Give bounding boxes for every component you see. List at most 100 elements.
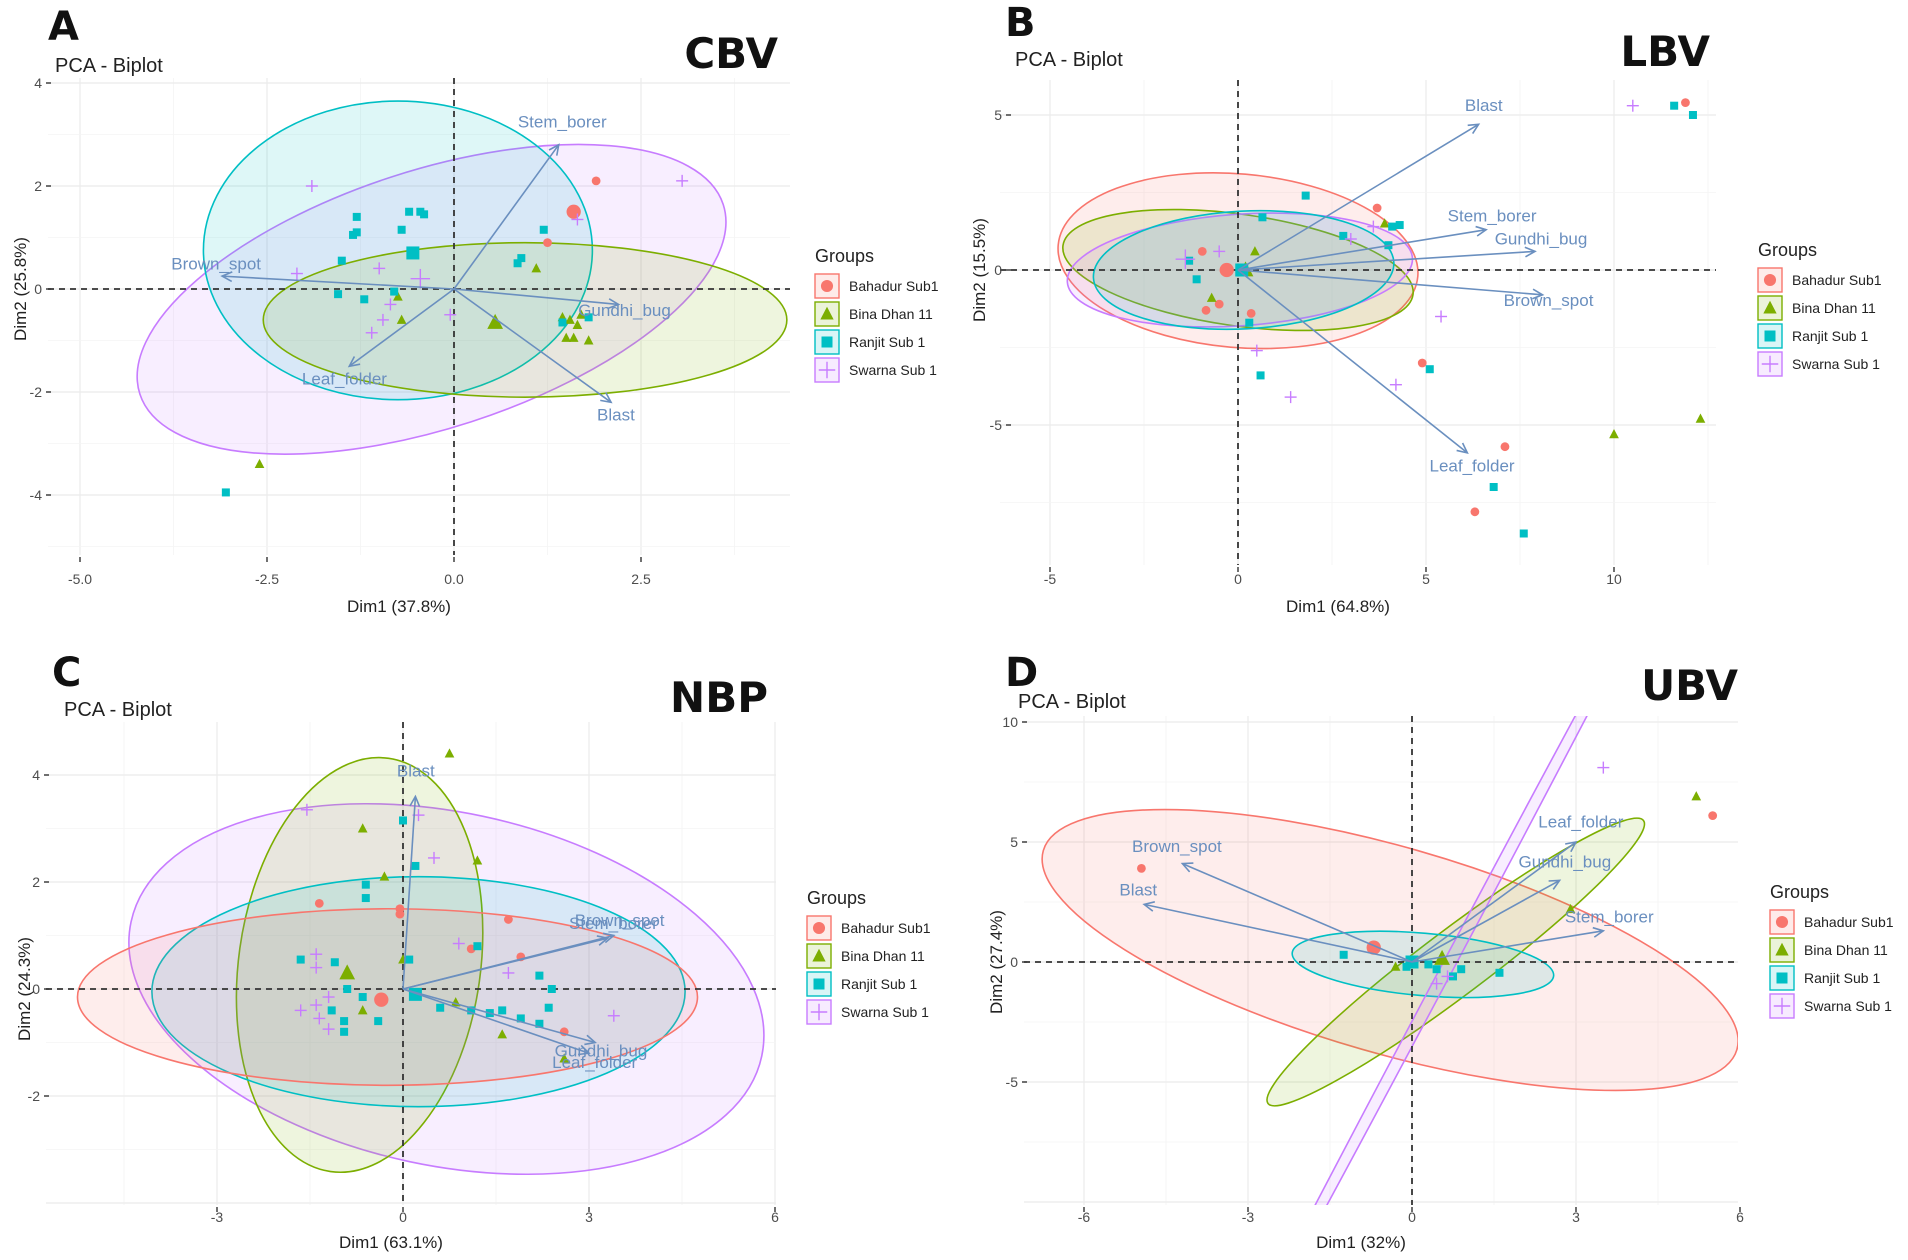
- x-tick-label: 5: [1422, 571, 1430, 587]
- data-point: [296, 955, 305, 964]
- data-point: [568, 332, 579, 342]
- data-point: [339, 964, 356, 980]
- legend-item: Bina Dhan 11: [806, 943, 925, 969]
- legend-title: Groups: [1758, 240, 1817, 260]
- legend-item: Bahadur Sub1: [806, 915, 931, 941]
- legend-title: Groups: [1770, 882, 1829, 902]
- variable-arrows: Blast Stem_borer Gundhi_bug Brown_spot Leaf_…: [1237, 96, 1594, 476]
- confidence-ellipse: [1041, 808, 1738, 1092]
- x-tick-label: -3: [1242, 1209, 1255, 1225]
- data-point: [1246, 309, 1256, 318]
- data-point: [310, 999, 323, 1012]
- data-point: [294, 1004, 307, 1017]
- arrow-head: [1475, 225, 1488, 237]
- data-point: [1430, 977, 1443, 990]
- variable-arrow: [1237, 269, 1543, 296]
- y-tick-label: -5: [990, 417, 1003, 433]
- legend-item: Swarna Sub 1: [1757, 351, 1880, 377]
- variable-arrow: [1237, 269, 1468, 454]
- confidence-ellipse: [262, 241, 788, 398]
- data-point: [544, 1003, 553, 1012]
- data-point: [676, 174, 689, 187]
- data-point: [517, 254, 526, 263]
- x-tick-label: -3: [211, 1209, 224, 1225]
- variable-arrow: [402, 796, 417, 990]
- data-point: [591, 176, 601, 186]
- ellipses: [76, 756, 765, 1176]
- panel-d: D UBV PCA - Biplot Brown_spot Blast Leaf_fold…: [987, 650, 1894, 1252]
- variable-arrow: [1411, 841, 1577, 963]
- variable-arrow: [402, 937, 608, 990]
- data-point: [1688, 111, 1697, 119]
- data-point: [313, 1012, 326, 1025]
- variable-arrow: [453, 288, 619, 306]
- data-point: [558, 318, 567, 327]
- y-tick-label: 0: [1010, 954, 1018, 970]
- variable-label: Blast: [397, 761, 435, 780]
- data-point: [565, 314, 575, 324]
- variable-arrow: [1237, 228, 1487, 271]
- variable-label: Brown_spot: [575, 911, 665, 930]
- data-point: [310, 961, 323, 974]
- variable-arrow: [453, 288, 612, 403]
- data-point: [379, 871, 390, 881]
- variable-label: Leaf_folder: [1538, 813, 1623, 832]
- data-point: [1258, 213, 1267, 222]
- data-point: [559, 1053, 570, 1063]
- data-point: [358, 993, 367, 1002]
- data-point: [396, 314, 407, 324]
- panel-b: B LBV PCA - Biplot Blast Stem_borer Gundhi_bu…: [970, 0, 1882, 616]
- legend-label: Bina Dhan 11: [841, 948, 925, 964]
- data-point: [314, 899, 324, 908]
- confidence-ellipse: [1291, 930, 1555, 999]
- variable-label: Leaf_folder: [302, 370, 387, 389]
- y-tick-label: -2: [28, 1088, 41, 1104]
- variable-label: Gundhi_bug: [1519, 853, 1612, 872]
- data-point: [1670, 101, 1679, 110]
- data-point: [1192, 275, 1201, 284]
- data-point: [576, 309, 586, 319]
- y-tick-label: 2: [34, 178, 42, 194]
- legend-marker-triangle-icon: [812, 948, 826, 962]
- data-point: [1389, 378, 1402, 391]
- legend: Groups Bahadur Sub1 Bina Dhan 11 Ranjit Sub…: [1757, 240, 1882, 377]
- data-point: [504, 915, 513, 924]
- data-point: [584, 313, 593, 322]
- legend-item: Ranjit Sub 1: [1757, 323, 1868, 349]
- variable-arrow: [1143, 903, 1413, 963]
- data-point: [1219, 262, 1234, 278]
- plot-title: PCA - Biplot: [1018, 691, 1126, 713]
- variable-label: Stem_borer: [518, 112, 607, 131]
- variable-label: Brown_spot: [1132, 837, 1222, 856]
- data-point: [361, 880, 370, 889]
- data-point: [487, 313, 504, 329]
- data-point: [1372, 203, 1382, 213]
- data-point: [497, 1029, 508, 1039]
- data-point: [357, 1005, 368, 1015]
- data-point: [399, 816, 407, 825]
- arrow-head: [1180, 862, 1194, 873]
- y-tick-label: 5: [1010, 834, 1018, 850]
- data-point: [397, 225, 406, 234]
- data-point: [327, 1006, 336, 1015]
- data-point: [452, 937, 465, 950]
- data-point: [390, 287, 399, 296]
- variable-label: Stem_borer: [1565, 908, 1654, 927]
- legend-item: Ranjit Sub 1: [814, 329, 925, 355]
- data-point: [513, 259, 522, 268]
- legend-marker-cross-icon: [1761, 355, 1779, 373]
- panel-c: C NBP PCA - Biplot Blast Brown_spotStem_bore…: [15, 650, 931, 1252]
- legend-label: Bina Dhan 11: [1792, 300, 1876, 316]
- arrow-head: [409, 794, 421, 807]
- legend-label: Bahadur Sub1: [1792, 272, 1882, 288]
- data-point: [1609, 429, 1619, 439]
- variable-label: Blast: [1119, 880, 1157, 899]
- y-tick-label: -2: [30, 384, 43, 400]
- data-point: [1245, 318, 1254, 327]
- data-point: [1441, 970, 1454, 983]
- variable-label: Stem_borer: [1448, 206, 1537, 225]
- variable-arrows: Brown_spot Blast Leaf_folder Gundhi_bug Stem…: [1119, 813, 1654, 963]
- data-point: [416, 207, 425, 216]
- data-point: [374, 992, 389, 1007]
